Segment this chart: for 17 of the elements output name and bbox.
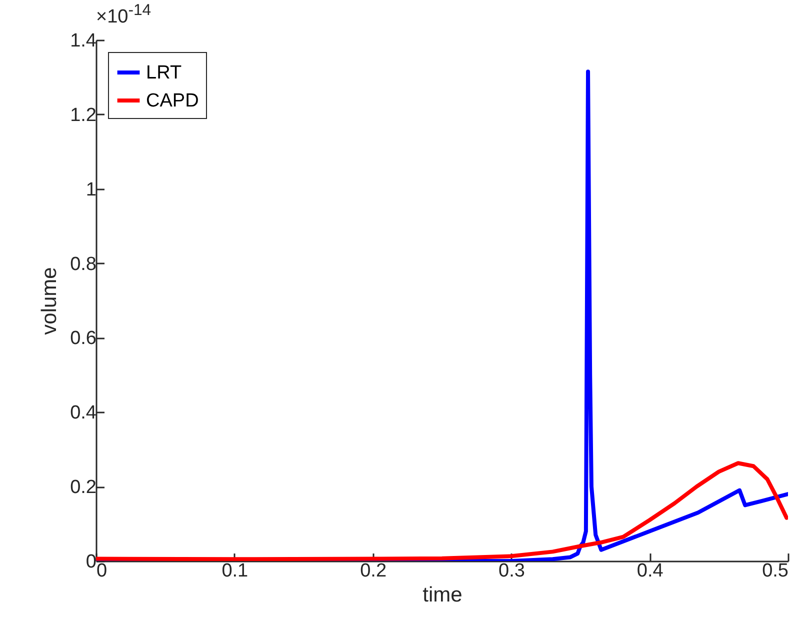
y-tick-label: 1 [86, 179, 96, 200]
legend-label: LRT [146, 62, 182, 84]
y-tick-label: 0.8 [70, 254, 96, 275]
x-tick-label: 0.1 [222, 560, 248, 582]
y-tick-label: 0.6 [70, 328, 96, 350]
y-tick-label: 0.2 [70, 477, 96, 498]
x-tick-label: 0.4 [636, 560, 664, 582]
x-axis-title: time [422, 584, 462, 606]
axis-exponent-note: ×10$^{-14}$ [96, 2, 152, 28]
y-axis-title: volume [38, 267, 62, 335]
y-tick-label: 0.4 [70, 402, 97, 424]
x-tick-label: 0.5 [762, 560, 788, 582]
y-tick-label: 1.4 [70, 30, 97, 52]
x-tick-label: 0.3 [498, 560, 525, 582]
legend-label: CAPD [146, 90, 199, 112]
y-tick-label: 1.2 [70, 104, 96, 126]
x-tick-label: 0.2 [360, 560, 387, 582]
